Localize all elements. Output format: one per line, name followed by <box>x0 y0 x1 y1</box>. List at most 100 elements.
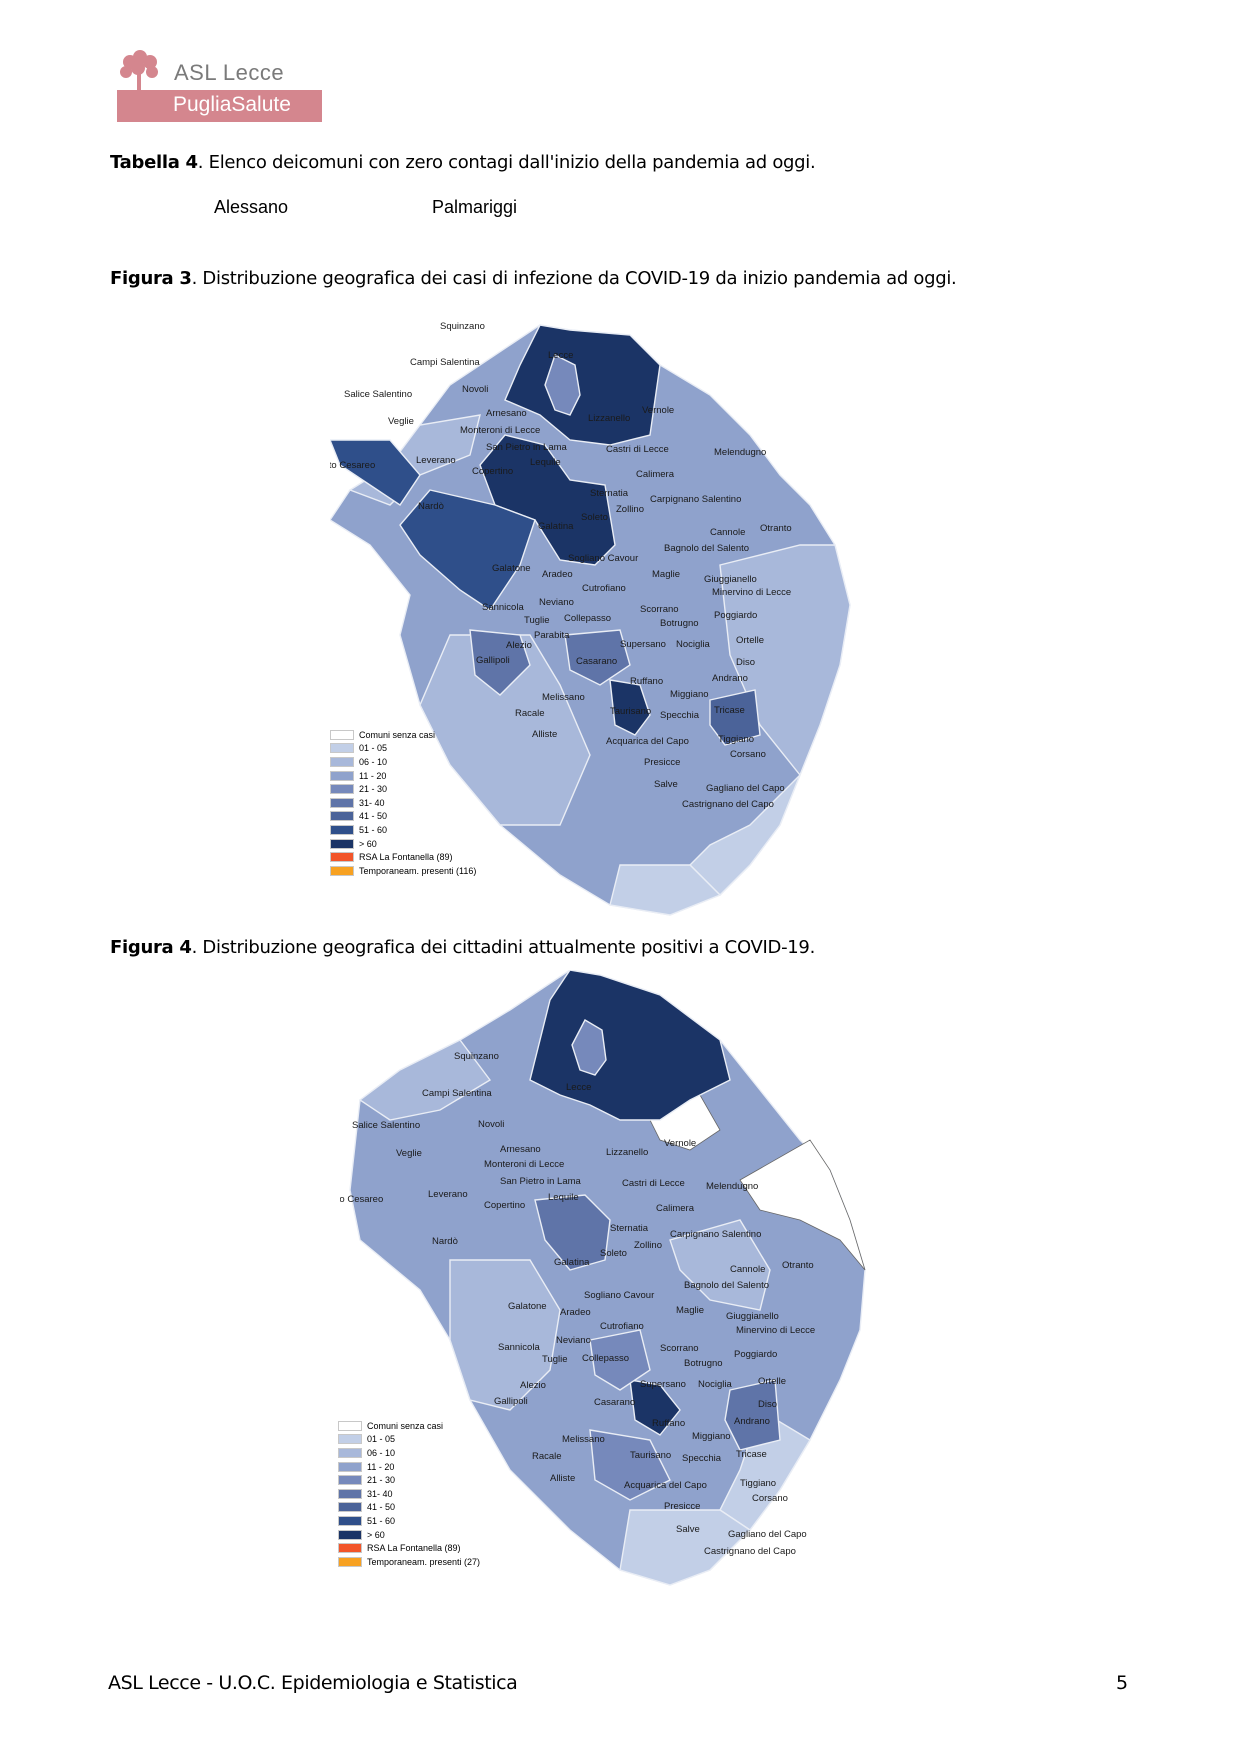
logo-band-text: PugliaSalute <box>173 93 291 116</box>
comune-label: Tuglie <box>524 615 550 626</box>
comune-label: Diso <box>758 1399 777 1410</box>
legend-row: 41 - 50 <box>330 810 476 824</box>
comune-label: Vernole <box>664 1138 696 1149</box>
comune-area <box>709 689 761 746</box>
comune-area <box>544 354 581 416</box>
comune-label: San Pietro in Lama <box>500 1176 582 1187</box>
comune-label: Aradeo <box>542 569 573 580</box>
comune-label: Sannicola <box>482 602 524 613</box>
comune-label: Vernole <box>642 405 674 416</box>
legend-swatch <box>330 729 354 740</box>
legend-row: 51 - 60 <box>338 1514 480 1528</box>
comune-label: Soleto <box>600 1248 627 1259</box>
legend-label: 31- 40 <box>359 797 385 808</box>
comune-label: Melissano <box>542 692 585 703</box>
footer-text: ASL Lecce - U.O.C. Epidemiologia e Stati… <box>108 1672 518 1694</box>
comune-label: Sternatia <box>610 1223 649 1234</box>
figura-3-map: Squinzano Lecce Campi Salentina Novoli Sali… <box>330 321 851 916</box>
comune-label: Melendugno <box>714 447 766 458</box>
comune-label: Giuggianello <box>704 574 757 585</box>
figura-4-text: . Distribuzione geografica dei cittadini… <box>191 937 816 958</box>
figura-3-label: Figura 3 <box>110 268 192 289</box>
logo-band: PugliaSalute <box>117 90 322 122</box>
figura-3-legend: Comuni senza casi 01 - 05 06 - 10 11 - 2… <box>330 728 476 878</box>
legend-swatch <box>338 1529 362 1540</box>
comune-label: Salve <box>676 1524 700 1535</box>
comune-label: Lecce <box>566 1082 591 1093</box>
legend-label: RSA La Fontanella (89) <box>367 1543 461 1554</box>
comune-label: Copertino <box>484 1200 525 1211</box>
comune-label: Sogliano Cavour <box>568 553 638 564</box>
comune-area <box>724 1379 781 1451</box>
comune-label: Ruffano <box>652 1418 685 1429</box>
legend-row: 11 - 20 <box>330 769 476 783</box>
comune-label: Minervino di Lecce <box>712 587 791 598</box>
comune-label: Leverano <box>416 455 456 466</box>
comune-label: Giuggianello <box>726 1311 779 1322</box>
comune-label: Tuglie <box>542 1354 568 1365</box>
comune-label: Castrignano del Capo <box>682 799 774 810</box>
legend-label: > 60 <box>367 1529 385 1540</box>
legend-label: Comuni senza casi <box>367 1420 444 1431</box>
legend-swatch <box>338 1461 362 1472</box>
comune-label: Nardò <box>432 1236 458 1247</box>
comune-area <box>419 634 591 826</box>
comune-area <box>571 1019 607 1076</box>
comune-label: Castri di Lecce <box>622 1178 685 1189</box>
comune-label: Monteroni di Lecce <box>460 425 540 436</box>
comune-label: Alezio <box>520 1380 546 1391</box>
legend-row: Comuni senza casi <box>338 1419 480 1433</box>
comune-area <box>564 629 631 686</box>
comune-label: Ruffano <box>630 676 663 687</box>
comune-label: Arnesano <box>486 408 527 419</box>
comune-label: Ortelle <box>736 635 764 646</box>
legend-row: Comuni senza casi <box>330 728 476 742</box>
comune-label: Aradeo <box>560 1307 591 1318</box>
comune-label: Acquarica del Capo <box>624 1480 707 1491</box>
comune-area <box>629 1379 681 1436</box>
legend-row: 31- 40 <box>338 1487 480 1501</box>
legend-label: Temporaneam. presenti (116) <box>359 865 477 876</box>
legend-swatch <box>338 1475 362 1486</box>
comune-label: Nociglia <box>676 639 711 650</box>
legend-row: 01 - 05 <box>330 742 476 756</box>
comune-label: Maglie <box>676 1305 704 1316</box>
comune-label: Tiggiano <box>740 1478 776 1489</box>
comune-area <box>358 1039 492 1121</box>
comune-label: Sannicola <box>498 1342 540 1353</box>
legend-swatch <box>330 784 354 795</box>
comune-label: Corsano <box>730 749 766 760</box>
comune-label: Otranto <box>782 1260 814 1271</box>
comune-label: Veglie <box>388 416 414 427</box>
legend-row: > 60 <box>338 1528 480 1542</box>
comune-label: Nociglia <box>698 1379 733 1390</box>
legend-swatch <box>330 811 354 822</box>
comune-label: Sternatia <box>590 488 629 499</box>
legend-row: RSA La Fontanella (89) <box>338 1541 480 1555</box>
comune-label: Cannole <box>730 1264 765 1275</box>
comune-label: Zollino <box>634 1240 662 1251</box>
comune-label: Supersano <box>620 639 666 650</box>
figura-3-labels: Squinzano Lecce Campi Salentina Novoli Sali… <box>330 321 792 810</box>
comune-label: Squinzano <box>440 321 485 332</box>
legend-swatch <box>330 797 354 808</box>
comune-label: Racale <box>532 1451 562 1462</box>
comune-label: Nardò <box>418 501 444 512</box>
comune-label: Soleto <box>581 512 608 523</box>
legend-label: 31- 40 <box>367 1488 393 1499</box>
legend-swatch <box>338 1488 362 1499</box>
comune-label: Zollino <box>616 504 644 515</box>
comune-area <box>504 324 661 446</box>
legend-swatch <box>338 1556 362 1567</box>
tabella-4-caption: Tabella 4. Elenco deicomuni con zero con… <box>110 152 816 173</box>
figura-3-caption: Figura 3. Distribuzione geografica dei c… <box>110 268 957 289</box>
legend-row: 11 - 20 <box>338 1460 480 1474</box>
comune-label: Miggiano <box>670 689 709 700</box>
comune-label: Melissano <box>562 1434 605 1445</box>
legend-label: RSA La Fontanella (89) <box>359 852 453 863</box>
legend-label: 06 - 10 <box>367 1447 396 1458</box>
legend-swatch <box>330 743 354 754</box>
legend-label: 51 - 60 <box>367 1515 396 1526</box>
comune-label: Poggiardo <box>714 610 757 621</box>
figura-4-legend: Comuni senza casi 01 - 05 06 - 10 11 - 2… <box>338 1419 480 1569</box>
